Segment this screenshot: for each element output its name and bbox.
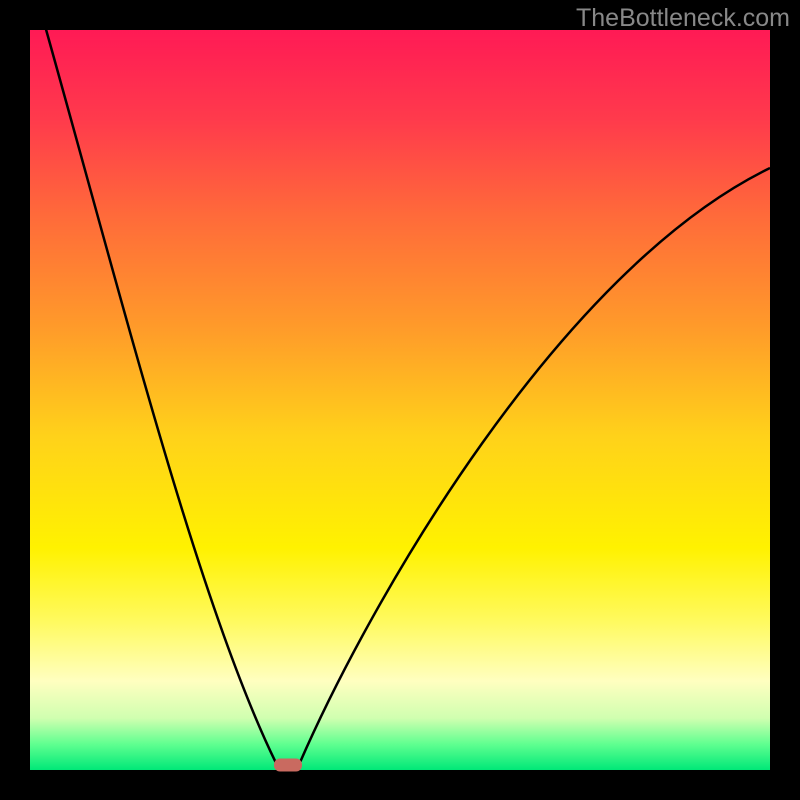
bottleneck-chart: TheBottleneck.com xyxy=(0,0,800,800)
watermark-text: TheBottleneck.com xyxy=(576,4,790,33)
chart-svg xyxy=(0,0,800,800)
plot-area xyxy=(30,30,770,770)
minimum-marker xyxy=(274,759,302,772)
